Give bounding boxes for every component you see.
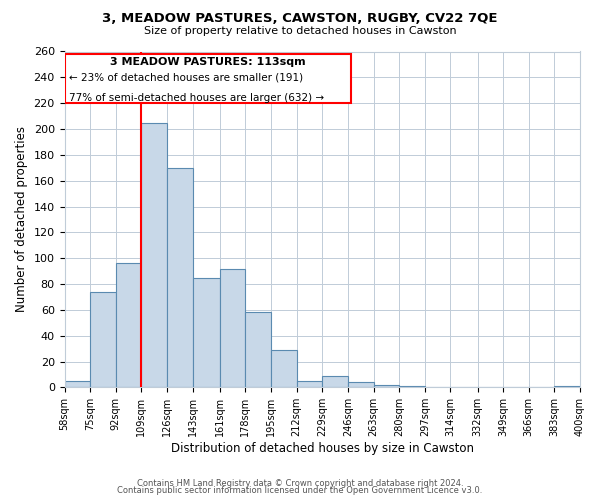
Bar xyxy=(296,381,322,388)
Bar xyxy=(374,385,399,388)
FancyBboxPatch shape xyxy=(65,54,351,103)
X-axis label: Distribution of detached houses by size in Cawston: Distribution of detached houses by size … xyxy=(171,442,474,455)
Text: ← 23% of detached houses are smaller (191): ← 23% of detached houses are smaller (19… xyxy=(69,72,303,82)
Y-axis label: Number of detached properties: Number of detached properties xyxy=(15,126,28,312)
Bar xyxy=(116,264,142,388)
Bar xyxy=(90,292,116,388)
Bar xyxy=(167,168,193,388)
Bar xyxy=(193,278,220,388)
Bar xyxy=(399,386,425,388)
Bar xyxy=(348,382,374,388)
Bar xyxy=(322,376,348,388)
Text: 3 MEADOW PASTURES: 113sqm: 3 MEADOW PASTURES: 113sqm xyxy=(110,56,305,66)
Bar xyxy=(220,268,245,388)
Text: Contains HM Land Registry data © Crown copyright and database right 2024.: Contains HM Land Registry data © Crown c… xyxy=(137,478,463,488)
Bar xyxy=(554,386,580,388)
Text: 77% of semi-detached houses are larger (632) →: 77% of semi-detached houses are larger (… xyxy=(69,93,324,103)
Text: Size of property relative to detached houses in Cawston: Size of property relative to detached ho… xyxy=(143,26,457,36)
Bar xyxy=(142,122,167,388)
Text: Contains public sector information licensed under the Open Government Licence v3: Contains public sector information licen… xyxy=(118,486,482,495)
Text: 3, MEADOW PASTURES, CAWSTON, RUGBY, CV22 7QE: 3, MEADOW PASTURES, CAWSTON, RUGBY, CV22… xyxy=(102,12,498,26)
Bar xyxy=(245,312,271,388)
Bar xyxy=(65,381,90,388)
Bar xyxy=(271,350,296,388)
